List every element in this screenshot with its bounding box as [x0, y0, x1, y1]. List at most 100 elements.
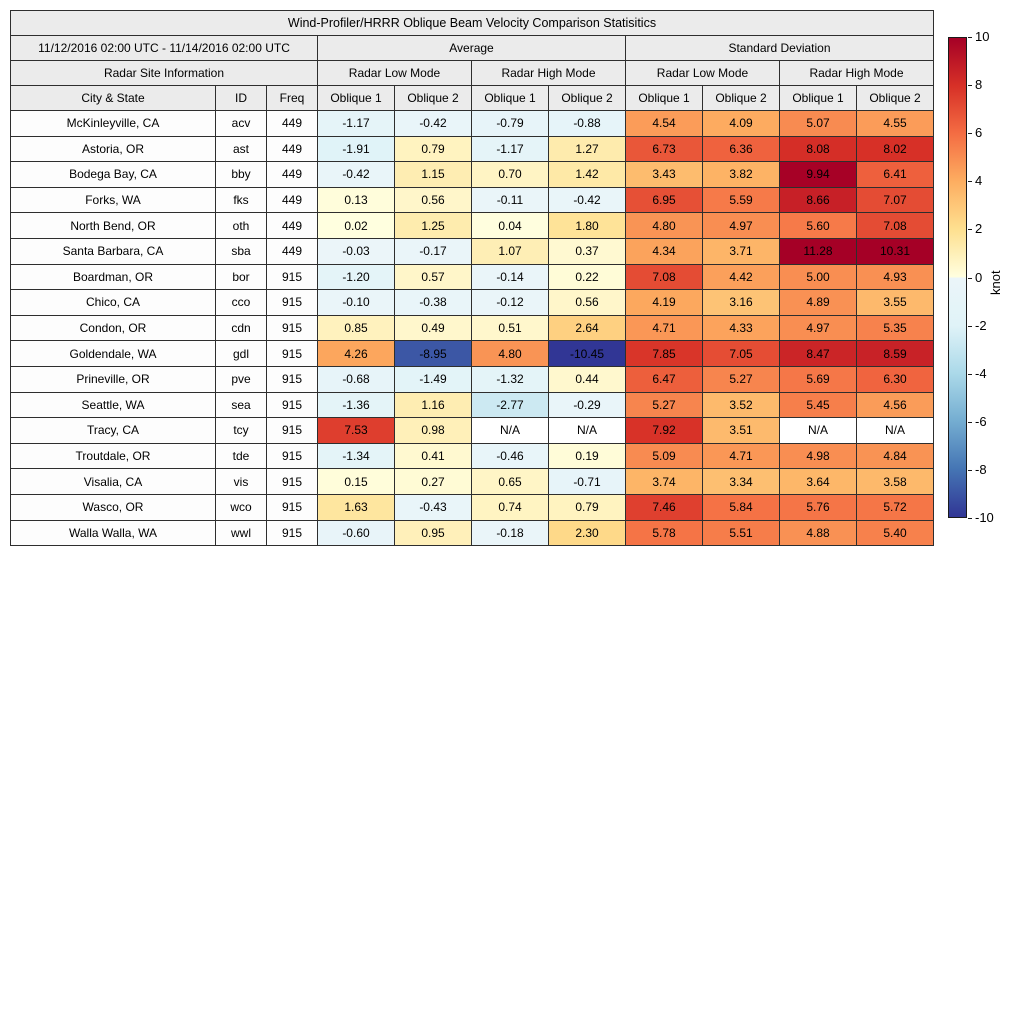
cell-site-id: ast [215, 135, 267, 163]
cell-frequency: 915 [266, 289, 318, 316]
cell-value: 4.80 [471, 340, 549, 367]
table-row: Goldendale, WA gdl 915 4.26 -8.95 4.80 -10.45 7… [10, 340, 934, 367]
cell-value: 7.08 [625, 263, 703, 291]
colorbar-tick-label: 10 [975, 29, 990, 44]
cell-value: 4.26 [317, 340, 395, 367]
table-row: McKinleyville, CA acv 449 -1.17 -0.42 -0.79 -0… [10, 110, 934, 137]
col-header-oblique1: Oblique 1 [779, 85, 857, 111]
cell-value: N/A [471, 417, 549, 444]
cell-value: -0.10 [317, 289, 395, 316]
colorbar-tick-mark [968, 133, 972, 135]
cell-value: 0.13 [317, 186, 395, 214]
colorbar-unit-label: knot [988, 270, 1003, 295]
cell-value: 5.78 [625, 519, 703, 547]
section-header-avg-low-mode: Radar Low Mode [317, 60, 472, 86]
cell-value: 3.55 [856, 289, 934, 316]
cell-value: -0.14 [471, 263, 549, 291]
cell-value: 3.82 [702, 161, 780, 188]
cell-city-state: McKinleyville, CA [10, 110, 216, 137]
cell-value: 3.64 [779, 468, 857, 495]
cell-value: 5.00 [779, 263, 857, 291]
cell-value: 0.15 [317, 468, 395, 495]
colorbar-tick-mark [968, 518, 972, 519]
cell-value: N/A [856, 417, 934, 444]
col-header-id: ID [215, 85, 267, 111]
section-header-std-high-mode: Radar High Mode [779, 60, 934, 86]
cell-site-id: sea [215, 391, 267, 419]
cell-value: N/A [548, 417, 626, 444]
cell-frequency: 915 [266, 417, 318, 444]
cell-frequency: 449 [266, 237, 318, 265]
date-range: 11/12/2016 02:00 UTC - 11/14/2016 02:00 … [10, 35, 318, 61]
cell-value: 5.35 [856, 314, 934, 342]
col-header-oblique1: Oblique 1 [317, 85, 395, 111]
cell-frequency: 915 [266, 391, 318, 419]
cell-value: 5.69 [779, 365, 857, 393]
cell-value: 8.02 [856, 135, 934, 163]
cell-frequency: 915 [266, 263, 318, 291]
cell-value: -2.77 [471, 391, 549, 419]
cell-value: 0.44 [548, 365, 626, 393]
cell-value: 2.30 [548, 519, 626, 547]
cell-site-id: tde [215, 442, 267, 470]
cell-city-state: Boardman, OR [10, 263, 216, 291]
cell-value: -10.45 [548, 340, 626, 367]
cell-value: 8.08 [779, 135, 857, 163]
cell-value: 3.34 [702, 468, 780, 495]
cell-value: 4.42 [702, 263, 780, 291]
cell-value: 6.47 [625, 365, 703, 393]
cell-frequency: 449 [266, 186, 318, 214]
cell-value: 4.71 [625, 314, 703, 342]
cell-city-state: Santa Barbara, CA [10, 237, 216, 265]
cell-value: 4.55 [856, 110, 934, 137]
colorbar-tick-mark [968, 325, 972, 327]
table-row: North Bend, OR oth 449 0.02 1.25 0.04 1.80 4.80… [10, 212, 934, 239]
col-header-oblique2: Oblique 2 [702, 85, 780, 111]
cell-value: -0.42 [548, 186, 626, 214]
cell-value: 0.22 [548, 263, 626, 291]
col-header-oblique2: Oblique 2 [394, 85, 472, 111]
cell-value: 4.71 [702, 442, 780, 470]
table-row: Wasco, OR wco 915 1.63 -0.43 0.74 0.79 7.46 5.84… [10, 493, 934, 521]
cell-value: 6.95 [625, 186, 703, 214]
cell-value: 4.93 [856, 263, 934, 291]
cell-value: 4.34 [625, 237, 703, 265]
cell-city-state: Walla Walla, WA [10, 519, 216, 547]
col-header-oblique1: Oblique 1 [471, 85, 549, 111]
table-row: Condon, OR cdn 915 0.85 0.49 0.51 2.64 4.71 4.33… [10, 314, 934, 342]
cell-value: 4.09 [702, 110, 780, 137]
cell-value: 0.51 [471, 314, 549, 342]
cell-value: 7.08 [856, 212, 934, 239]
cell-city-state: Wasco, OR [10, 493, 216, 521]
cell-value: -0.03 [317, 237, 395, 265]
cell-city-state: Seattle, WA [10, 391, 216, 419]
cell-value: 0.65 [471, 468, 549, 495]
cell-value: -0.17 [394, 237, 472, 265]
cell-site-id: wco [215, 493, 267, 521]
cell-value: 6.30 [856, 365, 934, 393]
cell-value: 1.25 [394, 212, 472, 239]
col-header-freq: Freq [266, 85, 318, 111]
table-row: Tracy, CA tcy 915 7.53 0.98 N/A N/A 7.92 3.51 N/A… [10, 417, 934, 444]
cell-value: 0.70 [471, 161, 549, 188]
cell-value: 1.16 [394, 391, 472, 419]
cell-city-state: Prineville, OR [10, 365, 216, 393]
colorbar-tick-label: 0 [975, 269, 983, 285]
cell-value: -0.38 [394, 289, 472, 316]
stats-table: Wind-Profiler/HRRR Oblique Beam Velocity… [10, 10, 934, 547]
cell-value: -8.95 [394, 340, 472, 367]
cell-value: 7.53 [317, 417, 395, 444]
cell-value: 4.97 [702, 212, 780, 239]
cell-value: 10.31 [856, 237, 934, 265]
table-row: Troutdale, OR tde 915 -1.34 0.41 -0.46 0.19 5.0… [10, 442, 934, 470]
table-body: McKinleyville, CA acv 449 -1.17 -0.42 -0.79 -0… [10, 110, 934, 547]
cell-value: 4.97 [779, 314, 857, 342]
cell-value: 0.27 [394, 468, 472, 495]
cell-value: 4.56 [856, 391, 934, 419]
cell-value: 7.92 [625, 417, 703, 444]
col-header-oblique2: Oblique 2 [548, 85, 626, 111]
group-header-row: 11/12/2016 02:00 UTC - 11/14/2016 02:00 … [10, 35, 934, 61]
cell-value: 4.80 [625, 212, 703, 239]
cell-value: 3.74 [625, 468, 703, 495]
cell-value: -0.60 [317, 519, 395, 547]
